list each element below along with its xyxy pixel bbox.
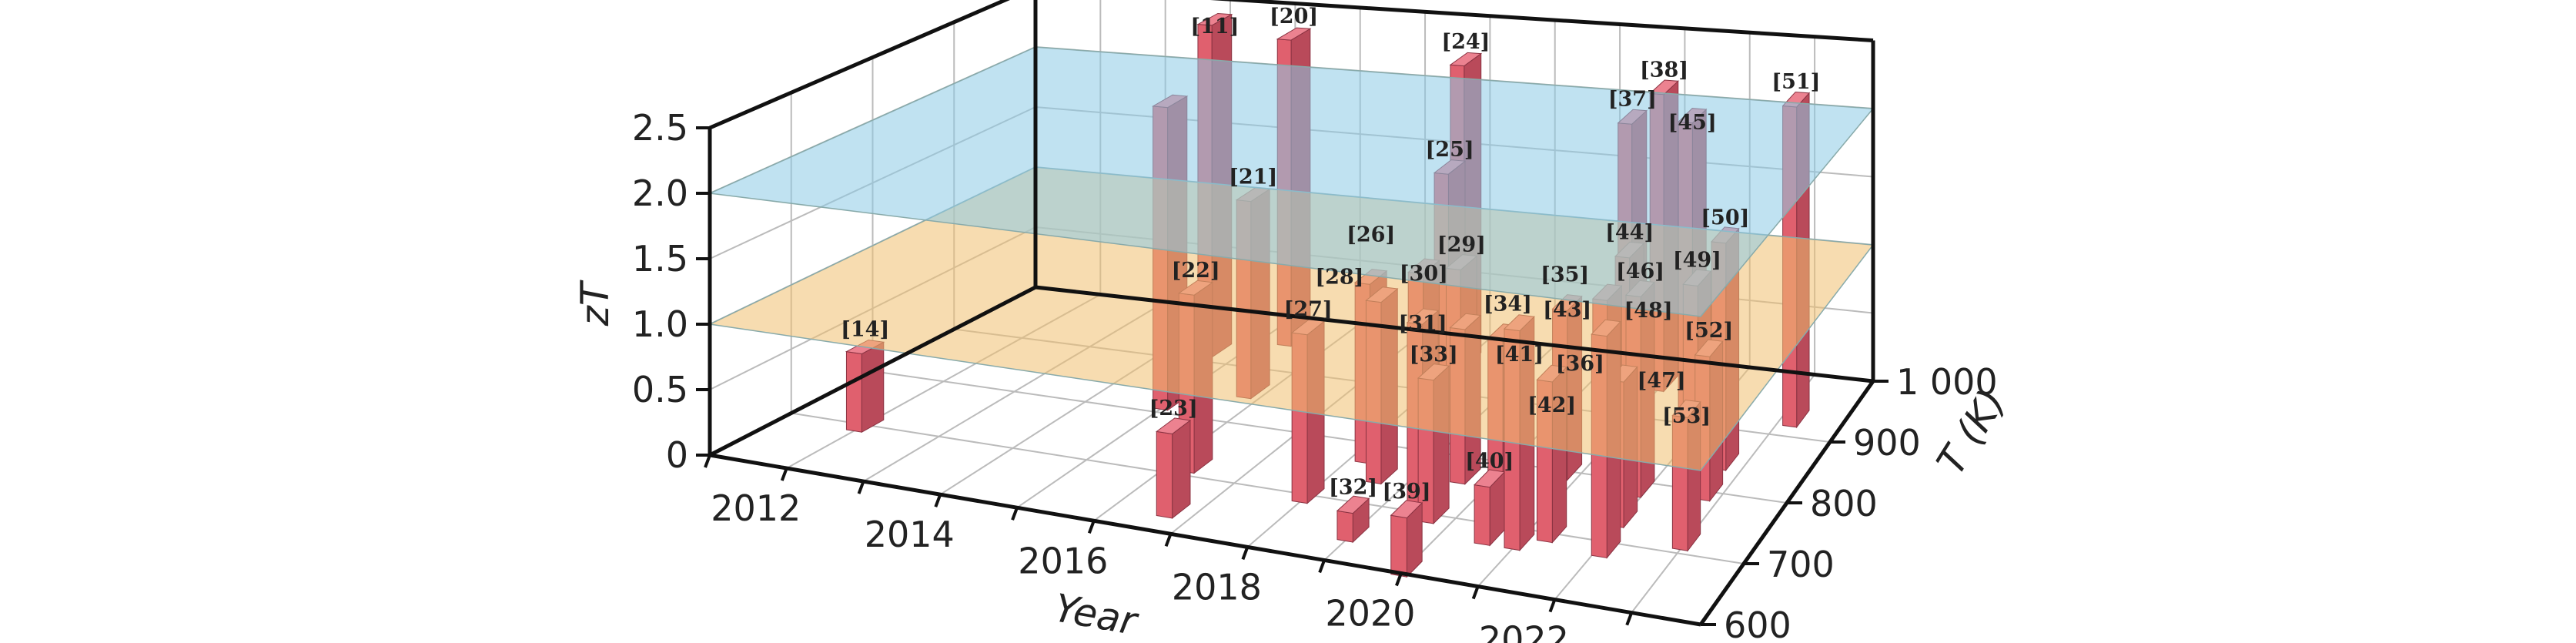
tick-labels: 0 0.5 1.0 1.5 2.0 2.5 2012 2014 2016 2018 2020 2022… [632,107,1998,643]
bar-label: [50] [1701,206,1749,229]
z-tick-label: 0.5 [632,369,688,410]
bar-label: [33] [1410,343,1458,367]
bar-label: [46] [1616,260,1664,283]
x-tick-label: 2012 [711,487,801,529]
y-tick-label: 800 [1810,483,1878,524]
bar-side-face [1172,419,1191,519]
bar-label: [26] [1347,223,1395,246]
bar [1156,417,1192,519]
z-tick-label: 2.0 [632,172,688,214]
bar-label: [32] [1329,475,1377,499]
x-tick [1395,572,1403,587]
x-axis-title: Year [1051,585,1142,643]
bar-labels: [20] [24] [38] [37] [51] [11] [45] [25] [44] [21]… [841,5,1820,504]
bar-label: [29] [1437,233,1486,257]
axis-line [709,0,1011,130]
bar-label: [45] [1668,111,1717,135]
bar-label: [25] [1426,138,1474,162]
x-tick-label: 2020 [1325,592,1415,634]
x-tick [1241,546,1250,561]
bar-side-face [861,341,885,433]
bar-top-face [1156,417,1192,435]
z-tick-label: 0 [666,434,688,476]
bar-label: [37] [1608,88,1657,112]
bar-label: [35] [1541,263,1589,287]
bar-label: [53] [1662,404,1711,428]
x-tick-label: 2016 [1018,540,1108,581]
bar-label: [36] [1556,352,1604,376]
x-tick-label: 2014 [865,514,955,555]
x-tick-label: 2018 [1172,566,1262,608]
bar-label: [22] [1172,259,1220,283]
bar [1474,469,1506,547]
bar-label: [49] [1673,249,1721,273]
bar-front-face [1474,484,1490,546]
axis-line [709,453,1701,627]
x-tick [1548,598,1557,613]
bar-label: [44] [1605,221,1654,245]
bar-label: [47] [1638,369,1686,393]
bar-front-face [1337,510,1353,543]
bar-label: [48] [1624,299,1673,323]
bar-label: [28] [1315,266,1363,290]
bar-label: [30] [1400,262,1448,286]
bar-label: [27] [1284,298,1333,322]
axis-line [1209,0,1874,42]
x-tick [1164,533,1173,548]
x-tick-label: 2022 [1479,619,1569,643]
z-axis-title: zT [573,280,617,327]
floor-grid-line [791,412,1745,564]
axis-line [1035,285,1874,383]
bar-label: [39] [1382,480,1430,504]
x-tick [780,467,788,481]
y-tick-label: 600 [1724,604,1791,643]
z-tick-label: 1.0 [632,303,688,345]
bar-front-face [1390,514,1407,578]
bar-top-face [1449,52,1483,67]
bar-label: [21] [1229,166,1277,189]
x-tick [1625,611,1634,626]
bar-label: [20] [1270,5,1318,28]
bar-label: [14] [841,317,889,341]
bar-label: [11] [1190,15,1239,39]
y-tick-label: 1 000 [1896,361,1998,403]
x-tick [1011,507,1019,521]
y-tick-label: 700 [1767,544,1835,585]
bar [1390,500,1423,578]
bar-front-face [845,351,862,433]
axis-line [708,285,1037,457]
x-tick [857,481,865,494]
x-tick [1087,520,1096,534]
bar-label: [38] [1640,58,1688,82]
x-tick [1318,559,1326,574]
axes [696,0,1889,627]
bar-front-face [1156,430,1173,519]
bar-label: [40] [1465,449,1514,473]
x-tick [1471,585,1480,600]
z-tick-label: 2.5 [632,107,688,149]
bar-label: [24] [1441,30,1490,54]
x-tick [934,494,942,507]
bar-label: [51] [1771,70,1820,94]
bar-top-face [1336,495,1370,514]
x-tick [704,454,711,468]
bar-label: [34] [1484,293,1532,316]
bar-top-face [1390,500,1423,519]
bar-label: [23] [1149,397,1198,420]
y-tick-label: 900 [1853,422,1921,464]
bar-label: [43] [1543,298,1591,322]
bar-label: [42] [1527,394,1576,417]
bar-top-face [1276,27,1312,41]
bar-top-face [1196,12,1233,26]
bar-label: [52] [1684,319,1733,343]
bar-label: [41] [1495,343,1544,367]
bar [845,339,885,433]
bar [1336,495,1370,544]
z-tick-label: 1.5 [632,238,688,280]
bar-label: [31] [1399,312,1447,336]
